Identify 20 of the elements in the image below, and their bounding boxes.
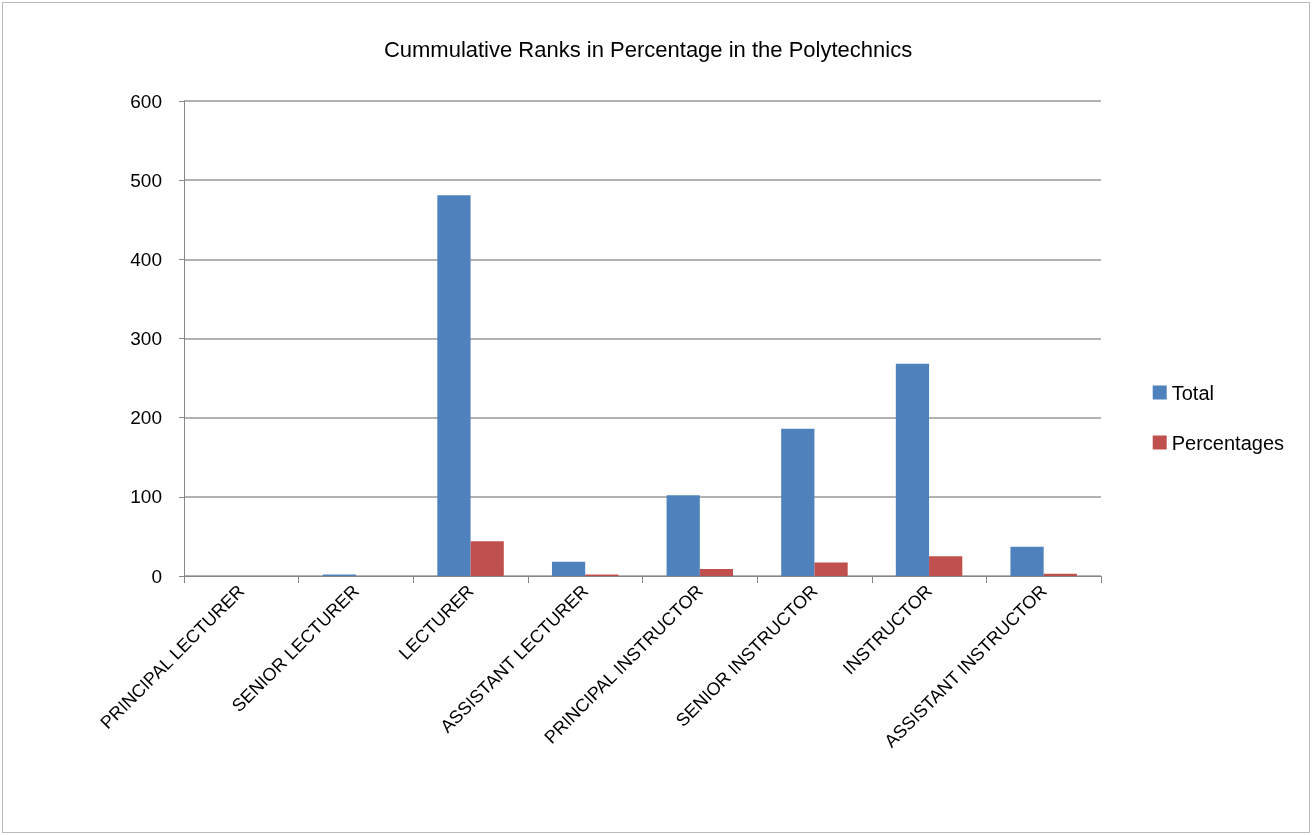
legend-label: Percentages: [1171, 431, 1284, 454]
bar: [895, 363, 930, 576]
chart-title: Cummulative Ranks in Percentage in the Polytechnics: [383, 36, 913, 62]
y-tick-label: 500: [130, 169, 162, 191]
bar: [470, 541, 504, 576]
y-tick-label: 200: [130, 407, 162, 429]
bar: [1010, 546, 1044, 576]
bar: [929, 556, 963, 576]
bar: [814, 562, 848, 576]
y-tick-label: 300: [130, 328, 162, 349]
y-tick-label: 400: [130, 248, 162, 270]
y-tick-label: 100: [130, 486, 162, 508]
y-tick-label: 600: [130, 90, 162, 112]
bar: [666, 495, 700, 576]
bar: [699, 568, 734, 576]
legend-label: Total: [1171, 381, 1214, 404]
bar: [781, 428, 815, 576]
y-tick-label: 0: [151, 565, 162, 587]
bar: [437, 195, 471, 576]
bar: [551, 561, 586, 576]
